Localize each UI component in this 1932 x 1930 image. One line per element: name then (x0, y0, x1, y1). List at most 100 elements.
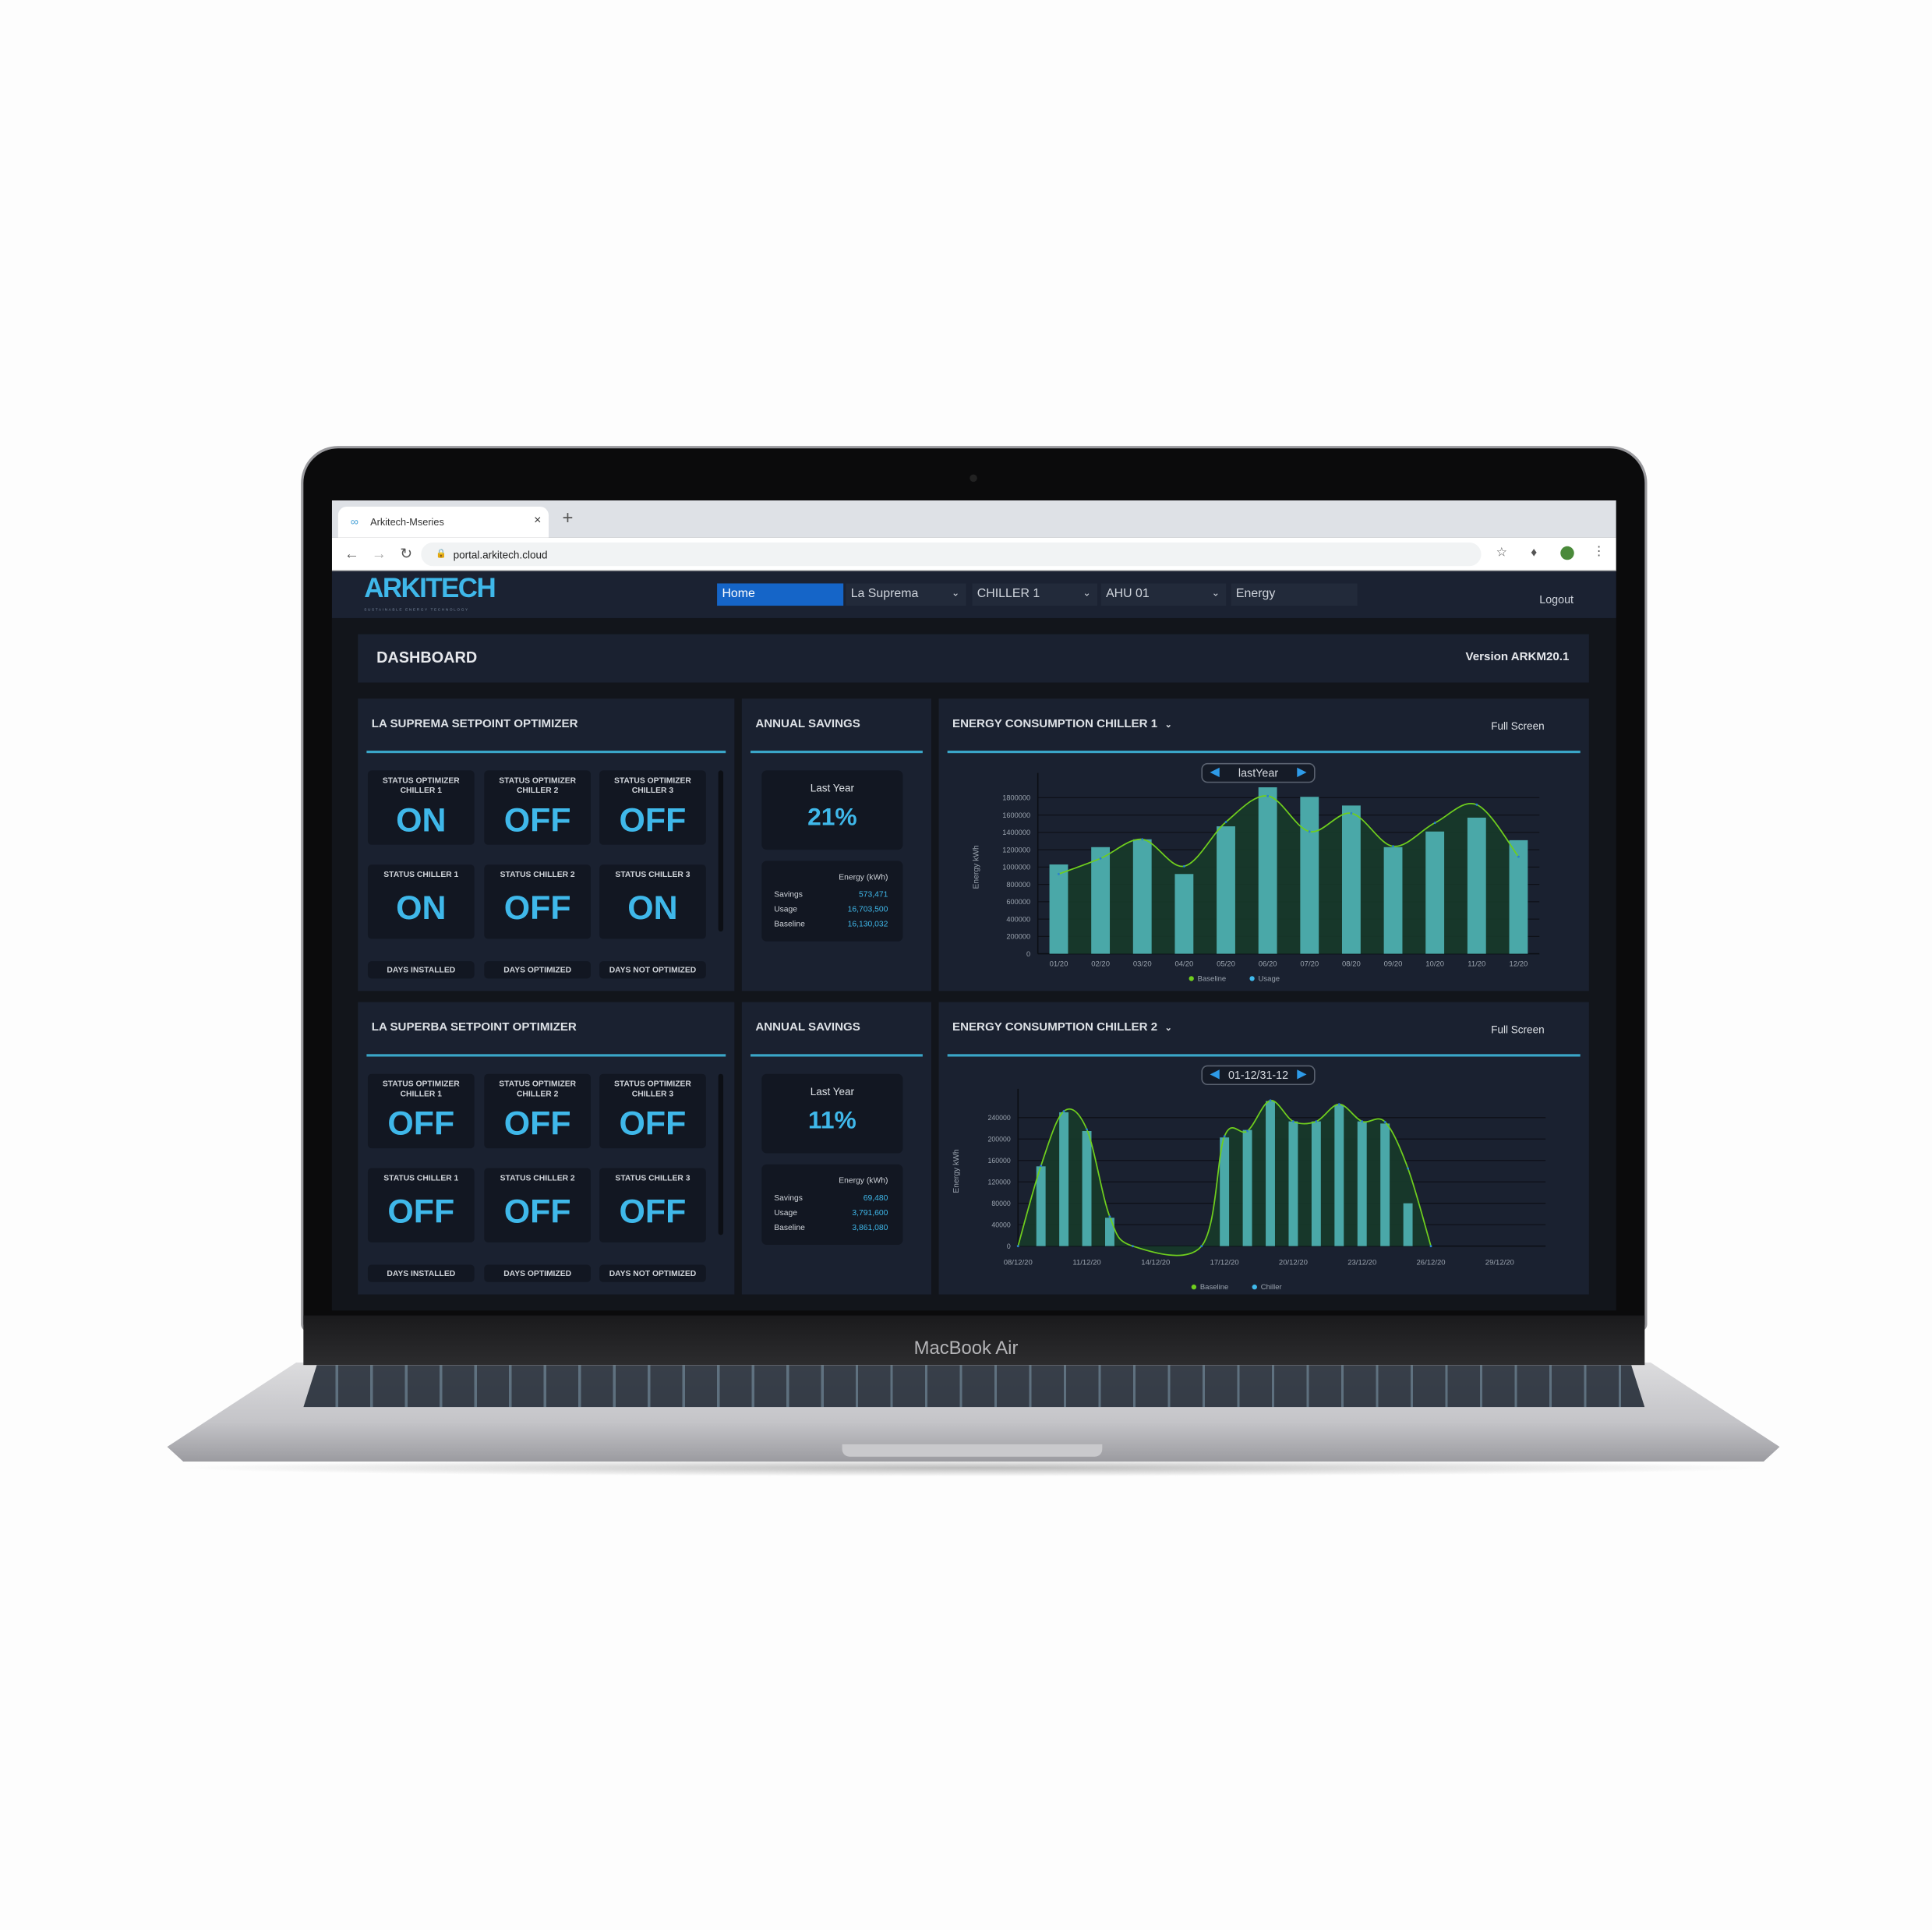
baseline-point (1337, 1103, 1340, 1106)
y-tick-label: 600000 (1006, 898, 1030, 906)
chevron-down-icon: ⌄ (1164, 1024, 1173, 1034)
status-value: OFF (387, 1105, 455, 1143)
bar (1467, 817, 1486, 954)
energy-table: Energy (kWh) Savings 573,471 Usage 16,703,50… (761, 861, 903, 942)
tab-bar: ∞ Arkitech-Mseries × + (331, 500, 1616, 538)
browser-tab[interactable]: ∞ Arkitech-Mseries × (337, 506, 549, 538)
optimizer-panel: LA SUPERBA SETPOINT OPTIMIZER STATUS OPTI… (358, 1002, 735, 1295)
row-value: 573,471 (859, 890, 888, 900)
baseline-area (1058, 796, 1519, 954)
days-stat: DAYS INSTALLED (367, 1264, 475, 1282)
range-label: 01-12/31-12 (1227, 1069, 1289, 1082)
baseline-point (1361, 1120, 1364, 1123)
keyboard (303, 1365, 1645, 1408)
nav-item-la-suprema[interactable]: La Suprema ⌄ (846, 583, 966, 606)
url-text: portal.arkitech.cloud (453, 548, 548, 561)
bar (1059, 1112, 1069, 1246)
x-tick-label: 03/20 (1133, 960, 1152, 968)
annual-savings-panel: ANNUAL SAVINGS Last Year 21% Energy (kWh) Sa… (741, 698, 932, 992)
table-header: Energy (kWh) (839, 1176, 888, 1186)
lid-notch (842, 1444, 1103, 1457)
next-range-icon[interactable]: ▶ (1297, 1067, 1307, 1082)
status-value: OFF (619, 801, 687, 839)
y-tick-label: 200000 (1006, 933, 1030, 941)
profile-avatar[interactable] (1560, 546, 1574, 560)
status-label: STATUS CHILLER 1 (383, 1174, 459, 1183)
next-range-icon[interactable]: ▶ (1297, 765, 1307, 779)
nav-item-energy[interactable]: Energy (1231, 583, 1358, 606)
url-input[interactable]: 🔒 portal.arkitech.cloud (421, 543, 1482, 567)
back-icon[interactable]: ← (344, 545, 359, 563)
status-tile: STATUS CHILLER 2 OFF (484, 1168, 592, 1242)
period-label: Last Year (810, 1085, 855, 1098)
legend-bars-marker (1249, 976, 1255, 981)
savings-percent: 21% (807, 804, 857, 832)
days-stat: DAYS NOT OPTIMIZED (599, 1264, 706, 1282)
star-icon[interactable]: ☆ (1496, 546, 1507, 560)
full-screen-button[interactable]: Full Screen (1491, 719, 1545, 733)
status-label: STATUS OPTIMIZER CHILLER 3 (613, 1080, 691, 1099)
status-tile: STATUS CHILLER 1 OFF (367, 1168, 475, 1242)
bar (1174, 874, 1194, 954)
status-tile: STATUS OPTIMIZER CHILLER 2 OFF (484, 1073, 592, 1149)
x-tick-label: 11/12/20 (1072, 1258, 1100, 1267)
baseline-point (1223, 1135, 1226, 1138)
table-row: Savings 69,480 (774, 1194, 888, 1203)
y-tick-label: 1200000 (1002, 846, 1030, 854)
scrollbar[interactable] (718, 1073, 724, 1235)
nav-item-ahu-01[interactable]: AHU 01 ⌄ (1100, 583, 1227, 606)
baseline-point (1383, 1120, 1386, 1123)
x-tick-label: 08/20 (1342, 960, 1361, 968)
logo[interactable]: ARKITECH (364, 572, 496, 603)
row-label: Baseline (774, 920, 805, 929)
tab-title: Arkitech-Mseries (370, 516, 444, 528)
status-value: OFF (503, 889, 571, 927)
status-tile: STATUS CHILLER 3 ON (599, 864, 706, 939)
x-tick-label: 09/20 (1384, 960, 1403, 968)
device-label: MacBook Air (913, 1338, 1019, 1359)
panel-title[interactable]: ENERGY CONSUMPTION CHILLER 2 ⌄ (952, 1020, 1172, 1034)
energy-chart-panel: 0 200000 400000 600000 800000 1000000 1200000 1… (938, 698, 1589, 992)
prev-range-icon[interactable]: ◀ (1210, 1067, 1220, 1082)
app-header: ARKITECH SUSTAINABLE ENERGY TECHNOLOGY H… (331, 571, 1616, 618)
y-tick-label: 200000 (988, 1135, 1011, 1143)
full-screen-button[interactable]: Full Screen (1491, 1023, 1545, 1036)
nav-item-home[interactable]: Home (717, 583, 844, 606)
extensions-icon[interactable]: ♦ (1531, 546, 1538, 560)
bar (1242, 1129, 1252, 1246)
baseline-point (1292, 1120, 1294, 1123)
optimizer-panel: LA SUPREMA SETPOINT OPTIMIZER STATUS OPTI… (358, 698, 735, 992)
scrollbar[interactable] (718, 770, 724, 932)
legend-bars-marker (1252, 1284, 1257, 1290)
chevron-down-icon: ⌄ (1083, 587, 1091, 599)
panel-title: LA SUPERBA SETPOINT OPTIMIZER (371, 1020, 577, 1034)
logout-link[interactable]: Logout (1539, 593, 1574, 606)
y-axis-label: Energy kWh (952, 1149, 961, 1193)
forward-icon[interactable]: → (371, 545, 387, 563)
new-tab-icon[interactable]: + (562, 507, 574, 529)
chart-svg: 0 40000 80000 120000 160000 200000 240000 Energ… (952, 1088, 1546, 1292)
baseline-point (1433, 822, 1436, 825)
nav-item-label: Energy (1235, 587, 1276, 601)
row-value: 16,130,032 (847, 920, 888, 929)
panel-title: LA SUPREMA SETPOINT OPTIMIZER (371, 717, 578, 731)
x-tick-label: 06/20 (1259, 960, 1277, 968)
bar (1266, 1101, 1275, 1246)
bar (1036, 1166, 1046, 1246)
status-tile: STATUS OPTIMIZER CHILLER 1 ON (367, 770, 475, 845)
menu-icon[interactable]: ⋮ (1592, 545, 1605, 559)
status-tile: STATUS OPTIMIZER CHILLER 2 OFF (484, 770, 592, 845)
status-label: STATUS CHILLER 3 (615, 1174, 691, 1183)
status-label: STATUS OPTIMIZER CHILLER 2 (499, 1080, 577, 1099)
range-selector: ◀ 01-12/31-12 ▶ (1201, 1065, 1316, 1086)
baseline-point (1062, 1110, 1065, 1113)
prev-range-icon[interactable]: ◀ (1210, 765, 1220, 779)
reload-icon[interactable]: ↻ (400, 545, 413, 563)
days-stat: DAYS OPTIMIZED (484, 961, 592, 979)
status-value: ON (396, 889, 447, 927)
close-tab-icon[interactable]: × (534, 514, 542, 528)
nav-item-chiller-1[interactable]: CHILLER 1 ⌄ (972, 583, 1097, 606)
divider (947, 750, 1581, 754)
browser-window: ∞ Arkitech-Mseries × + ← → ↻ 🔒 portal.ar… (331, 500, 1616, 1311)
panel-title[interactable]: ENERGY CONSUMPTION CHILLER 1 ⌄ (952, 717, 1172, 730)
